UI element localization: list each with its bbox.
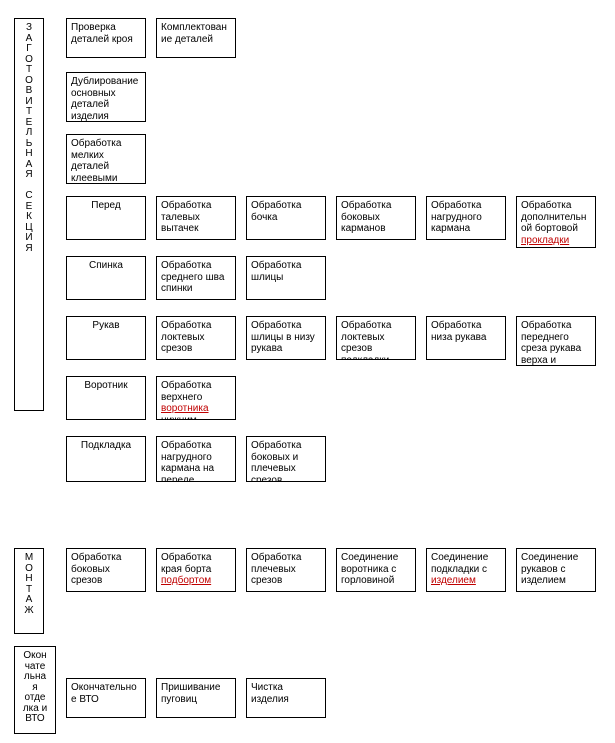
- c-r3-4-text: Обработка нагрудного кармана: [431, 200, 501, 235]
- c-r3-3: Обработка боковых карманов: [336, 196, 416, 240]
- c-r3-4: Обработка нагрудного кармана: [426, 196, 506, 240]
- c-r7-0-text: Подкладка: [71, 440, 141, 452]
- c-m-3: Соединение воротника с горловиной: [336, 548, 416, 592]
- c-m-1: Обработка края борта подбортом: [156, 548, 236, 592]
- c-r4-2: Обработка шлицы: [246, 256, 326, 300]
- c-r1-0: Дублирование основных деталей изделия: [66, 72, 146, 122]
- c-r2-0: Обработка мелких деталей клеевыми прокла…: [66, 134, 146, 184]
- c-m-0: Обработка боковых срезов: [66, 548, 146, 592]
- c-r5-1: Обработка локтевых срезов: [156, 316, 236, 360]
- c-v-2-text: Чистка изделия: [251, 682, 321, 705]
- c-r7-2-text: Обработка боковых и плечевых срезов: [251, 440, 321, 482]
- c-r7-0: Подкладка: [66, 436, 146, 482]
- c-r3-5-text: Обработка дополнительной бортовой прокла…: [521, 200, 591, 246]
- c-r7-1: Обработка нагрудного кармана на переде: [156, 436, 236, 482]
- c-r0-0-text: Проверка деталей кроя: [71, 22, 141, 45]
- c-m-5: Соединение рукавов с изделием: [516, 548, 596, 592]
- diagram-canvas: З А Г О Т О В И Т Е Л Ь Н А Я С Е К Ц И …: [0, 0, 615, 743]
- lab-mon-text: М О Н Т А Ж: [24, 553, 33, 616]
- c-v-0-text: Окончательное ВТО: [71, 682, 141, 705]
- c-v-2: Чистка изделия: [246, 678, 326, 718]
- c-r5-2: Обработка шлицы в низу рукава: [246, 316, 326, 360]
- c-m-5-text: Соединение рукавов с изделием: [521, 552, 591, 587]
- c-r3-2-text: Обработка бочка: [251, 200, 321, 223]
- c-r5-3-text: Обработка локтевых срезов подкладки: [341, 320, 411, 360]
- c-r6-0: Воротник: [66, 376, 146, 420]
- c-v-1: Пришивание пуговиц: [156, 678, 236, 718]
- c-r4-0: Спинка: [66, 256, 146, 300]
- c-v-1-text: Пришивание пуговиц: [161, 682, 231, 705]
- c-r1-0-text: Дублирование основных деталей изделия: [71, 76, 141, 122]
- c-r4-1: Обработка среднего шва спинки: [156, 256, 236, 300]
- c-r3-1: Обработка талевых вытачек: [156, 196, 236, 240]
- lab-zag: З А Г О Т О В И Т Е Л Ь Н А Я С Е К Ц И …: [14, 18, 44, 411]
- lab-vto: Окон чате льна я отде лка и ВТО: [14, 646, 56, 734]
- c-r6-0-text: Воротник: [71, 380, 141, 392]
- c-r3-1-text: Обработка талевых вытачек: [161, 200, 231, 235]
- c-v-0: Окончательное ВТО: [66, 678, 146, 718]
- c-r5-2-text: Обработка шлицы в низу рукава: [251, 320, 321, 355]
- c-r0-0: Проверка деталей кроя: [66, 18, 146, 58]
- lab-mon: М О Н Т А Ж: [14, 548, 44, 634]
- c-r7-2: Обработка боковых и плечевых срезов: [246, 436, 326, 482]
- c-r7-1-text: Обработка нагрудного кармана на переде: [161, 440, 231, 482]
- c-r5-1-text: Обработка локтевых срезов: [161, 320, 231, 355]
- c-m-0-text: Обработка боковых срезов: [71, 552, 141, 587]
- c-r5-4-text: Обработка низа рукава: [431, 320, 501, 343]
- c-r0-1: Комплектование деталей: [156, 18, 236, 58]
- c-r4-2-text: Обработка шлицы: [251, 260, 321, 283]
- c-m-4: Соединение подкладки с изделием: [426, 548, 506, 592]
- c-m-2-text: Обработка плечевых срезов: [251, 552, 321, 587]
- c-r3-5: Обработка дополнительной бортовой прокла…: [516, 196, 596, 248]
- c-r4-0-text: Спинка: [71, 260, 141, 272]
- c-r5-4: Обработка низа рукава: [426, 316, 506, 360]
- c-m-3-text: Соединение воротника с горловиной: [341, 552, 411, 587]
- c-r5-5-text: Обработка переднего среза рукава верха и…: [521, 320, 591, 366]
- c-r6-1: Обработка верхнего воротника нижним: [156, 376, 236, 420]
- c-m-1-text: Обработка края борта подбортом: [161, 552, 231, 587]
- c-m-2: Обработка плечевых срезов: [246, 548, 326, 592]
- c-r5-5: Обработка переднего среза рукава верха и…: [516, 316, 596, 366]
- c-r2-0-text: Обработка мелких деталей клеевыми прокла…: [71, 138, 141, 184]
- c-r0-1-text: Комплектование деталей: [161, 22, 231, 45]
- c-r3-3-text: Обработка боковых карманов: [341, 200, 411, 235]
- c-r5-3: Обработка локтевых срезов подкладки: [336, 316, 416, 360]
- c-r5-0-text: Рукав: [71, 320, 141, 332]
- c-r4-1-text: Обработка среднего шва спинки: [161, 260, 231, 295]
- c-r3-2: Обработка бочка: [246, 196, 326, 240]
- c-r3-0-text: Перед: [71, 200, 141, 212]
- c-m-4-text: Соединение подкладки с изделием: [431, 552, 501, 587]
- c-r3-0: Перед: [66, 196, 146, 240]
- lab-vto-text: Окон чате льна я отде лка и ВТО: [23, 651, 47, 725]
- c-r6-1-text: Обработка верхнего воротника нижним: [161, 380, 231, 420]
- c-r5-0: Рукав: [66, 316, 146, 360]
- lab-zag-text: З А Г О Т О В И Т Е Л Ь Н А Я С Е К Ц И …: [25, 23, 33, 254]
